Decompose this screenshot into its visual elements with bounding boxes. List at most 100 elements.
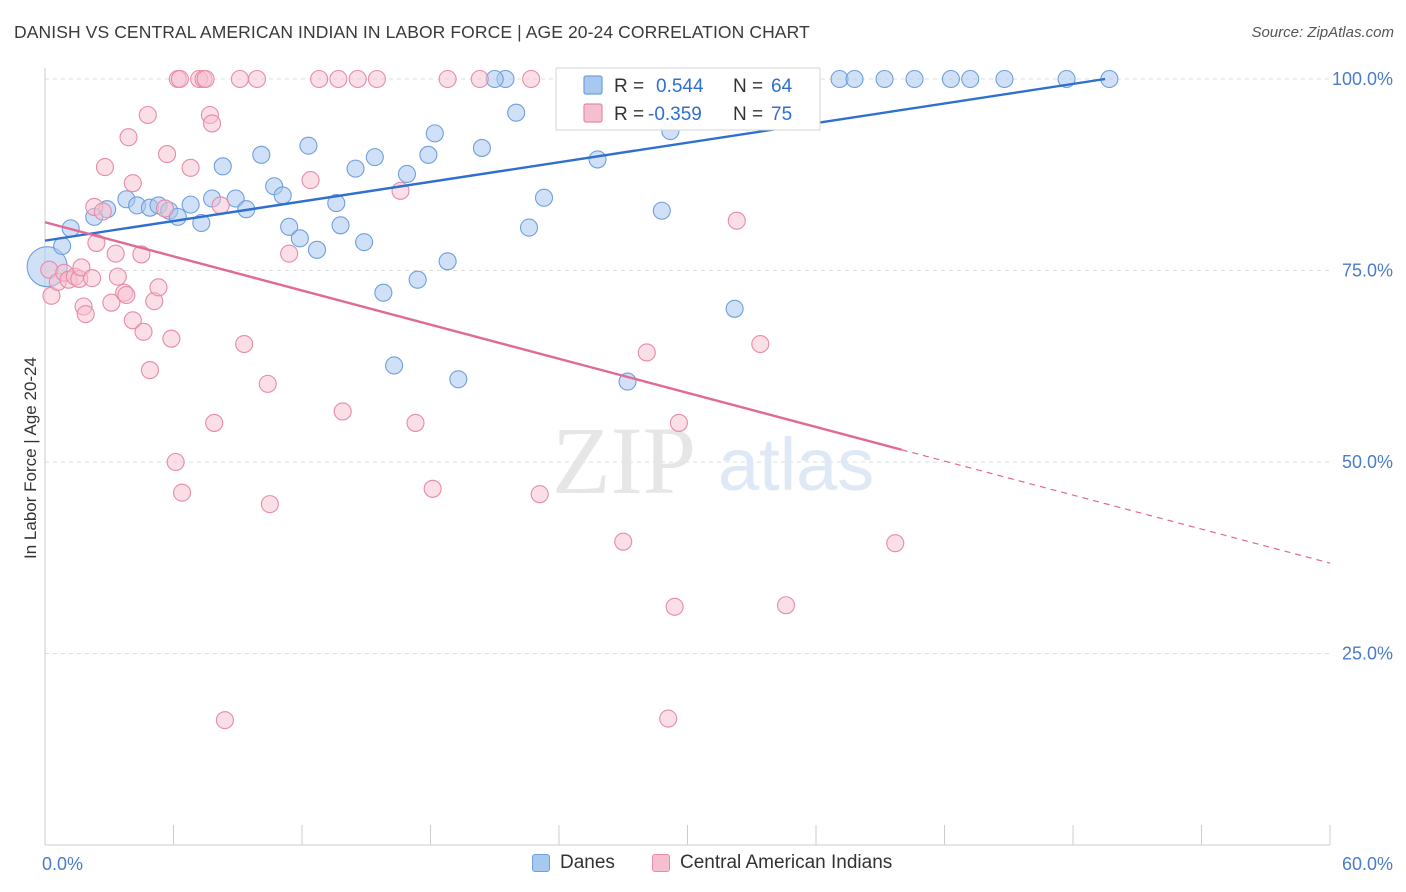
y-tick-label: 50.0%: [1342, 452, 1393, 472]
legend-label-cai: Central American Indians: [680, 852, 893, 873]
data-point-danes: [355, 233, 374, 252]
data-point-cai: [258, 374, 277, 393]
data-point-cai: [348, 69, 367, 89]
data-point-danes: [425, 124, 444, 143]
data-point-cai: [886, 534, 905, 553]
data-point-cai: [406, 413, 425, 432]
data-point-danes: [346, 159, 365, 178]
data-point-cai: [134, 322, 153, 341]
data-point-cai: [329, 69, 348, 89]
data-point-cai: [776, 596, 796, 615]
data-point-danes: [307, 240, 327, 259]
legend-item-danes[interactable]: Danes: [532, 852, 615, 874]
data-point-cai: [665, 597, 684, 616]
data-point-danes: [252, 145, 271, 164]
y-tick-label: 100.0%: [1332, 69, 1393, 89]
data-point-cai: [83, 269, 102, 288]
data-point-cai: [751, 334, 770, 354]
chart-source: Source: ZipAtlas.com: [1251, 24, 1394, 41]
data-point-cai: [280, 244, 299, 263]
data-point-cai: [215, 711, 234, 730]
data-point-danes: [213, 157, 232, 176]
legend-item-central-american-indians[interactable]: Central American Indians: [652, 852, 892, 874]
data-point-danes: [331, 216, 350, 235]
series-central-american-indians: [40, 69, 905, 730]
y-tick-label: 25.0%: [1342, 644, 1393, 664]
data-point-danes: [327, 194, 346, 213]
data-point-danes: [181, 195, 200, 214]
data-point-danes: [845, 69, 864, 89]
data-point-cai: [181, 158, 200, 177]
data-point-cai: [522, 69, 541, 89]
data-point-danes: [438, 252, 457, 271]
data-point-danes: [397, 164, 416, 184]
trend-line-cai: [44, 221, 902, 451]
data-point-danes: [299, 136, 318, 155]
trend-line-danes: [44, 77, 1106, 242]
data-point-danes: [905, 69, 924, 89]
data-point-danes: [875, 69, 894, 89]
x-tick-label-min: 0.0%: [42, 854, 83, 874]
data-point-danes: [961, 69, 980, 89]
data-point-cai: [108, 267, 127, 286]
x-tick-label-max: 60.0%: [1342, 854, 1393, 874]
data-point-cai: [530, 485, 549, 504]
stats-r-value-cai: -0.359: [648, 104, 702, 125]
stats-r-value-danes: 0.544: [656, 76, 704, 97]
legend-label-danes: Danes: [560, 852, 615, 873]
data-point-cai: [140, 361, 159, 380]
stats-legend: R = 0.544 N = 64 R = -0.359 N = 75: [555, 67, 821, 131]
data-point-cai: [155, 199, 174, 218]
data-point-cai: [211, 196, 230, 215]
data-point-cai: [162, 329, 181, 348]
data-point-danes: [273, 186, 292, 205]
data-point-danes: [385, 356, 404, 375]
data-point-danes: [995, 69, 1014, 89]
stats-r-label-danes: R =: [614, 76, 644, 97]
data-point-cai: [173, 483, 192, 502]
stats-r-label-cai: R =: [614, 104, 644, 125]
data-point-cai: [230, 69, 249, 89]
stats-n-value-cai: 75: [771, 104, 792, 125]
data-point-danes: [226, 189, 245, 208]
data-point-cai: [203, 114, 222, 133]
data-point-danes: [449, 370, 468, 389]
data-point-cai: [76, 305, 95, 324]
stats-n-label-cai: N =: [733, 104, 763, 125]
data-point-cai: [438, 69, 457, 89]
data-point-cai: [235, 334, 254, 354]
data-point-cai: [106, 244, 125, 263]
data-point-danes: [507, 103, 526, 122]
data-point-cai: [247, 69, 267, 89]
data-point-cai: [637, 343, 656, 362]
data-point-cai: [470, 69, 489, 89]
data-point-cai: [166, 452, 185, 472]
stats-legend-swatch-danes: [583, 75, 603, 95]
axes-layer: [44, 68, 1330, 846]
data-point-cai: [170, 69, 189, 89]
data-point-cai: [123, 311, 142, 330]
data-point-cai: [87, 233, 106, 252]
data-point-cai: [102, 293, 121, 312]
data-point-danes: [519, 218, 539, 237]
data-point-cai: [659, 709, 678, 728]
watermark-atlas: atlas: [718, 423, 874, 506]
data-point-cai: [727, 211, 746, 230]
chart-title: DANISH VS CENTRAL AMERICAN INDIAN IN LAB…: [14, 22, 810, 42]
data-point-cai: [196, 69, 215, 89]
y-tick-label: 75.0%: [1342, 261, 1393, 281]
data-point-danes: [652, 201, 671, 220]
data-point-cai: [260, 495, 279, 514]
data-point-cai: [119, 128, 138, 147]
data-point-danes: [280, 217, 299, 236]
stats-n-label-danes: N =: [733, 76, 763, 97]
data-point-cai: [117, 285, 136, 305]
data-point-danes: [365, 148, 384, 167]
series-danes: [26, 69, 1119, 391]
y-axis-title: In Labor Force | Age 20-24: [21, 357, 40, 559]
data-point-cai: [423, 479, 442, 498]
stats-legend-swatch-cai: [583, 103, 603, 123]
legend-swatch-danes: [532, 854, 550, 872]
data-point-cai: [123, 174, 142, 193]
